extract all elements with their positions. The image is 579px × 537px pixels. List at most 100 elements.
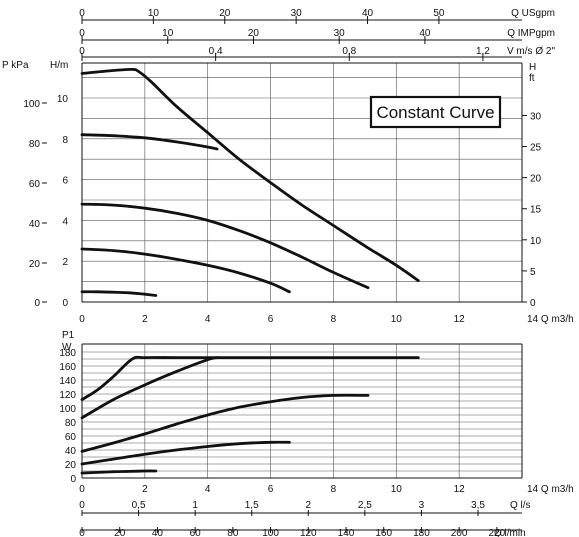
bottom-axis-tick-label: 180 bbox=[413, 528, 430, 537]
h-m-axis-label: H/m bbox=[50, 60, 68, 71]
bottom-axis-tick-label: 160 bbox=[375, 528, 392, 537]
lower-x-tick-label: 10 bbox=[391, 484, 403, 495]
power-curve bbox=[80, 469, 158, 475]
lower-x-axis-label: 14 Q m3/h bbox=[527, 484, 574, 495]
top-axis-tick-label: 0,8 bbox=[342, 46, 356, 57]
bottom-axis-tick-label: 220 bbox=[489, 528, 506, 537]
head-curve bbox=[80, 67, 420, 282]
upper-x-tick-label: 10 bbox=[391, 314, 403, 325]
bottom-axis-tick-label: 80 bbox=[227, 528, 239, 537]
ft-axis-label-ft: ft bbox=[529, 73, 535, 84]
p-kpa-tick-label: 60 bbox=[29, 179, 41, 190]
lower-x-tick-label: 12 bbox=[454, 484, 466, 495]
bottom-axis-tick-label: 100 bbox=[262, 528, 279, 537]
top-axis-label: Q IMPgpm bbox=[507, 28, 555, 39]
p1-w-tick-label: 60 bbox=[65, 432, 77, 443]
ft-tick-label: 15 bbox=[530, 205, 542, 216]
top-axis-tick-label: 20 bbox=[219, 8, 231, 19]
p1-w-tick-label: 80 bbox=[65, 418, 77, 429]
top-axis-tick-label: 1,2 bbox=[476, 46, 490, 57]
bottom-axis-tick-label: 20 bbox=[114, 528, 126, 537]
bottom-axis-label: Q l/s bbox=[510, 500, 531, 511]
ft-tick-label: 30 bbox=[530, 111, 542, 122]
bottom-axis-tick-label: 3 bbox=[419, 500, 425, 511]
bottom-axis-tick-label: 1,5 bbox=[245, 500, 259, 511]
p1-w-tick-label: 120 bbox=[59, 390, 76, 401]
top-axis-tick-label: 30 bbox=[334, 28, 346, 39]
h-m-tick-label: 4 bbox=[62, 216, 68, 227]
top-axis-tick-label: 10 bbox=[148, 8, 160, 19]
bottom-axis-tick-label: 60 bbox=[190, 528, 202, 537]
p1-w-tick-label: 160 bbox=[59, 362, 76, 373]
upper-x-tick-label: 0 bbox=[79, 314, 85, 325]
power-curve bbox=[80, 393, 370, 453]
lower-x-tick-label: 6 bbox=[268, 484, 274, 495]
lower-x-tick-label: 8 bbox=[331, 484, 337, 495]
upper-x-tick-label: 12 bbox=[454, 314, 466, 325]
constant-curve-box bbox=[369, 95, 502, 129]
top-axis-tick-label: 50 bbox=[433, 8, 445, 19]
h-m-tick-label: 10 bbox=[57, 94, 69, 105]
upper-x-tick-label: 4 bbox=[205, 314, 211, 325]
p1-w-tick-label: 180 bbox=[59, 348, 76, 359]
bottom-axis-tick-label: 1 bbox=[192, 500, 198, 511]
head-curve bbox=[80, 247, 291, 294]
h-m-tick-label: 6 bbox=[62, 176, 68, 187]
p-kpa-tick-label: 80 bbox=[29, 139, 41, 150]
upper-x-axis-label: 14 Q m3/h bbox=[527, 314, 574, 325]
top-axis-tick-label: 0 bbox=[79, 28, 85, 39]
upper-x-tick-label: 6 bbox=[268, 314, 274, 325]
bottom-axis-tick-label: 0,5 bbox=[132, 500, 146, 511]
top-axis-tick-label: 0 bbox=[79, 8, 85, 19]
p-kpa-tick-label: 0 bbox=[34, 298, 40, 309]
p-kpa-tick-label: 20 bbox=[29, 259, 41, 270]
w-axis-label: W bbox=[62, 342, 72, 353]
bottom-axis-tick-label: 0 bbox=[79, 500, 85, 511]
ft-tick-label: 0 bbox=[530, 298, 536, 309]
top-axis-tick-label: 30 bbox=[291, 8, 303, 19]
bottom-axis-label: Q l/min bbox=[494, 528, 526, 537]
top-axis-tick-label: 40 bbox=[362, 8, 374, 19]
top-axis-label: V m/s Ø 2" bbox=[507, 46, 555, 57]
power-curve bbox=[80, 355, 420, 401]
top-axis-label: Q USgpm bbox=[511, 8, 555, 19]
head-curve bbox=[80, 133, 219, 151]
top-axis-tick-label: 0 bbox=[79, 46, 85, 57]
constant-curve-label: Constant Curve bbox=[376, 103, 494, 122]
p1-axis-label: P1 bbox=[62, 330, 75, 341]
ft-tick-label: 5 bbox=[530, 267, 536, 278]
p-kpa-tick-label: 100 bbox=[23, 99, 40, 110]
bottom-axis-tick-label: 120 bbox=[300, 528, 317, 537]
power-curve bbox=[80, 356, 219, 420]
h-m-tick-label: 0 bbox=[62, 298, 68, 309]
top-axis-tick-label: 0,4 bbox=[209, 46, 223, 57]
ft-axis-label-h: H bbox=[529, 62, 536, 73]
upper-x-tick-label: 8 bbox=[331, 314, 337, 325]
head-curve bbox=[80, 202, 370, 290]
bottom-axis-tick-label: 140 bbox=[338, 528, 355, 537]
top-axis-tick-label: 10 bbox=[162, 28, 174, 39]
bottom-axis-tick-label: 0 bbox=[79, 528, 85, 537]
p1-w-tick-label: 40 bbox=[65, 446, 77, 457]
head-curve bbox=[80, 290, 158, 297]
bottom-axis-tick-label: 40 bbox=[152, 528, 164, 537]
p-kpa-axis-label: P kPa bbox=[2, 60, 29, 71]
p-kpa-tick-label: 40 bbox=[29, 219, 41, 230]
top-axis-tick-label: 40 bbox=[419, 28, 431, 39]
ft-tick-label: 10 bbox=[530, 236, 542, 247]
upper-x-tick-label: 2 bbox=[142, 314, 148, 325]
h-m-tick-label: 2 bbox=[62, 257, 68, 268]
p1-w-tick-label: 140 bbox=[59, 376, 76, 387]
lower-x-tick-label: 4 bbox=[205, 484, 211, 495]
bottom-axis-tick-label: 200 bbox=[451, 528, 468, 537]
bottom-axis-tick-label: 2,5 bbox=[358, 500, 372, 511]
p1-w-tick-label: 20 bbox=[65, 460, 77, 471]
lower-x-tick-label: 2 bbox=[142, 484, 148, 495]
h-m-tick-label: 8 bbox=[62, 135, 68, 146]
p1-w-tick-label: 0 bbox=[70, 474, 76, 485]
bottom-axis-tick-label: 3,5 bbox=[471, 500, 485, 511]
top-axis-tick-label: 20 bbox=[248, 28, 260, 39]
lower-x-tick-label: 0 bbox=[79, 484, 85, 495]
